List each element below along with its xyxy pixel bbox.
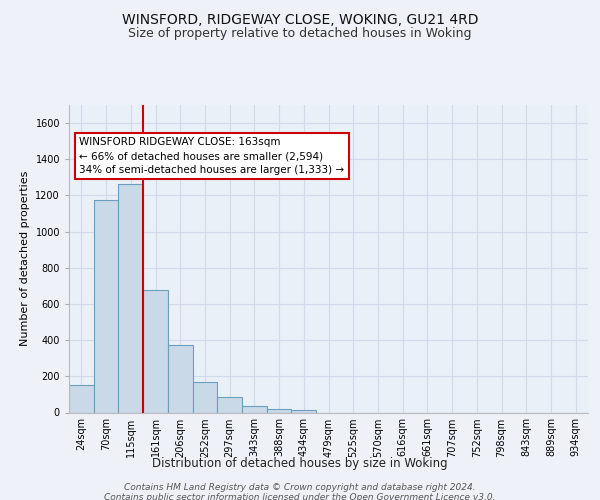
Text: WINSFORD RIDGEWAY CLOSE: 163sqm
← 66% of detached houses are smaller (2,594)
34%: WINSFORD RIDGEWAY CLOSE: 163sqm ← 66% of…	[79, 138, 344, 175]
Y-axis label: Number of detached properties: Number of detached properties	[20, 171, 30, 346]
Bar	[69, 386, 94, 412]
Text: Contains public sector information licensed under the Open Government Licence v3: Contains public sector information licen…	[104, 492, 496, 500]
Bar	[94, 200, 118, 412]
Bar	[118, 184, 143, 412]
Bar	[143, 290, 168, 412]
Bar	[242, 406, 267, 412]
Bar	[292, 410, 316, 412]
Text: Size of property relative to detached houses in Woking: Size of property relative to detached ho…	[128, 28, 472, 40]
Bar	[168, 344, 193, 412]
Text: Distribution of detached houses by size in Woking: Distribution of detached houses by size …	[152, 458, 448, 470]
Bar	[217, 397, 242, 412]
Text: Contains HM Land Registry data © Crown copyright and database right 2024.: Contains HM Land Registry data © Crown c…	[124, 482, 476, 492]
Bar	[193, 382, 217, 412]
Text: WINSFORD, RIDGEWAY CLOSE, WOKING, GU21 4RD: WINSFORD, RIDGEWAY CLOSE, WOKING, GU21 4…	[122, 12, 478, 26]
Bar	[267, 408, 292, 412]
